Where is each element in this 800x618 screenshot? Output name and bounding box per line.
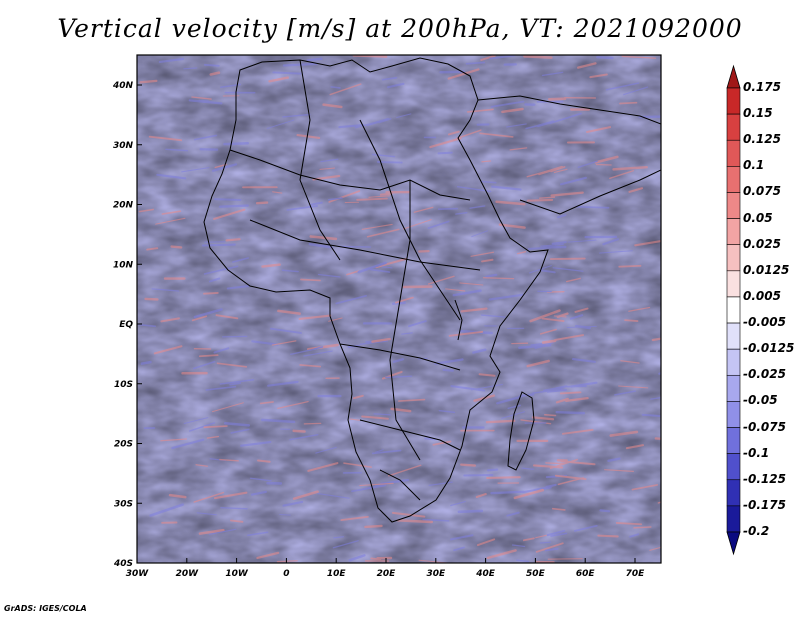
colorbar-level-label: -0.125 [743,471,786,486]
colorbar-level-label: -0.005 [743,315,786,330]
lon-label: 50E [526,569,546,579]
colorbar-swatch [726,401,741,428]
colorbar-swatch [726,139,741,167]
lon-label: 30W [126,569,150,579]
lat-label: 30S [114,499,133,509]
map-frame [136,54,662,564]
longitude-axis: 30W 20W 10W 0 10E 20E 30E 40E 50E 60E 70E [126,558,645,579]
lon-label: 20E [377,569,397,579]
lat-label: 20N [113,201,134,211]
colorbar-level-label: 0.005 [743,288,781,303]
colorbar-level-label: 0.075 [743,184,781,199]
lat-label: 10S [114,380,133,390]
lon-label: 0 [283,569,289,579]
map-title: Vertical velocity [m/s] at 200hPa, VT: 2… [57,14,743,43]
colorbar-swatch [726,296,741,324]
colorbar-level-label: -0.025 [743,367,786,382]
colorbar-level-label: -0.05 [743,393,778,408]
colorbar-swatch [726,113,741,141]
credit-text: GrADS: IGES/COLA [4,604,87,613]
colorbar-top-arrow [726,64,741,89]
lon-label: 10E [327,569,347,579]
lat-label: 20S [114,440,133,450]
colorbar-swatch [726,270,741,298]
colorbar-swatch [726,322,741,350]
colorbar-level-label: 0.175 [743,80,781,94]
velocity-field [137,55,661,563]
lon-label: 30E [426,569,446,579]
colorbar-swatch [726,427,741,454]
lon-label: 60E [576,569,596,579]
lon-label: 20W [176,569,200,579]
colorbar-swatch [726,244,741,272]
colorbar-swatch [726,374,741,402]
colorbar-level-label: -0.2 [743,524,770,538]
colorbar-swatch [726,87,741,115]
colorbar-level-label: 0.1 [743,158,765,173]
colorbar-level-label: 0.125 [743,132,781,147]
colorbar-swatch [726,453,741,481]
colorbar-level-label: -0.175 [743,497,786,512]
colorbar-swatch [726,505,741,533]
coastlines [203,57,661,523]
colorbar-swatch [726,348,741,376]
lon-label: 70E [626,569,646,579]
latitude-axis: 40N 30N 20N 10N EQ 10S 20S 30S 40S [112,81,142,569]
colorbar [726,64,741,556]
colorbar-swatch [726,166,741,193]
colorbar-level-label: -0.1 [743,445,770,460]
colorbar-level-label: -0.0125 [743,341,795,356]
lat-label: EQ [119,320,133,330]
colorbar-level-label: 0.0125 [743,262,790,277]
colorbar-level-label: 0.05 [743,210,773,225]
lat-label: 40S [113,559,133,569]
colorbar-swatch [726,192,741,219]
lat-label: 10N [113,260,134,270]
colorbar-level-label: 0.025 [743,236,781,251]
colorbar-level-label: 0.15 [743,106,773,121]
lat-label: 40N [112,81,134,91]
lon-label: 40E [475,569,496,579]
colorbar-swatch [726,479,741,507]
lon-label: 10W [225,569,249,579]
lat-label: 30N [113,141,134,151]
colorbar-level-label: -0.075 [743,419,786,434]
colorbar-swatch [726,218,741,246]
colorbar-bottom-arrow [726,531,741,556]
